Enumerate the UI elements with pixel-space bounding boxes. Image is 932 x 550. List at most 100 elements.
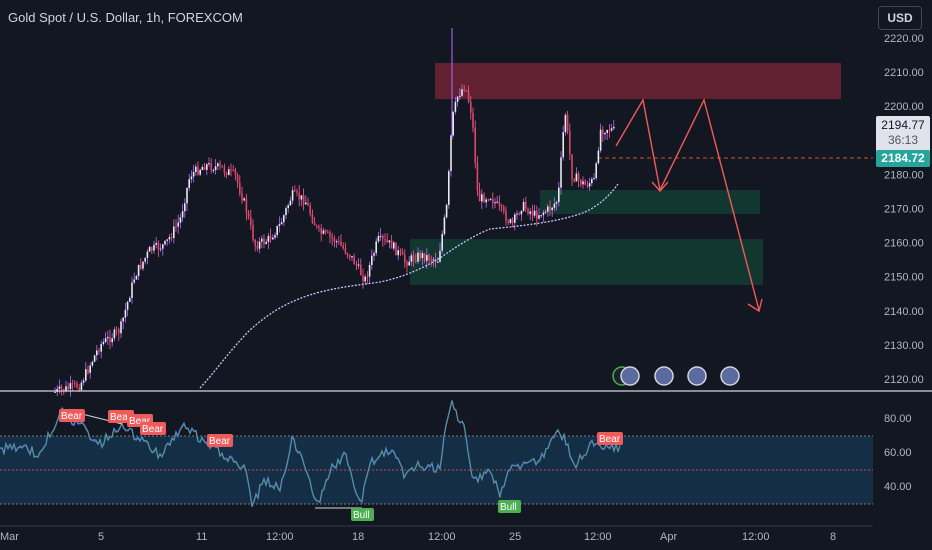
candle-body [450,135,452,172]
candle-body [232,169,234,171]
candle-body [228,169,230,176]
candle-body [265,241,267,244]
candle-body [78,387,80,391]
candle-body [558,187,560,203]
candle-body [258,241,261,249]
candle-body [373,253,375,256]
svg-text:Bear: Bear [142,424,164,435]
svg-text:Bear: Bear [129,416,151,427]
svg-text:Bear: Bear [599,434,621,445]
candle-body [439,250,441,262]
candle-body [124,309,127,318]
svg-text:Bear: Bear [110,412,132,423]
candle-body [203,167,206,170]
candle-body [82,380,85,383]
candle-body [533,210,536,216]
candle-body [353,256,355,265]
candle-body [104,338,107,342]
candle-body [522,201,525,211]
candle-body [76,383,78,388]
candle-body [140,264,142,269]
candle-body [404,254,406,263]
candle-body [272,237,274,240]
candle-body [333,238,336,242]
candle-body [553,203,556,208]
candle-body [58,386,61,389]
candle-body [175,226,177,228]
time-tick-label: 11 [196,531,207,543]
price-tick-label: 2160.00 [884,238,924,250]
candle-body [355,264,358,266]
candle-body [223,167,226,173]
candle-body [113,329,116,339]
candle-body [575,173,578,182]
candle-body [588,183,591,187]
economic-events[interactable] [612,366,740,386]
candle-body [547,206,549,212]
candle-body [428,255,430,261]
candle-body [489,198,492,200]
candle-body [500,205,503,208]
candle-body [181,211,184,218]
candle-body [115,329,118,331]
candle-body [131,282,133,299]
arrow-head-icon [651,181,669,193]
candle-body [102,341,105,345]
candle-body [54,391,56,393]
symbol-title[interactable]: Gold Spot / U.S. Dollar, 1h, FOREXCOM [8,10,243,25]
oscillator-tick-label: 40.00 [884,481,912,493]
candle-body [256,245,259,249]
arrow-head-icon [747,298,763,313]
candle-body [509,219,512,223]
candle-body [60,386,63,390]
candle-body [560,157,562,188]
candle-body [155,243,157,245]
event-flag-icon[interactable] [720,366,740,386]
candle-body [184,203,186,212]
candle-body [274,235,276,238]
bar-countdown: 36:13 [887,133,919,147]
candle-body [423,253,426,261]
candle-body [311,214,314,223]
candle-body [197,166,199,175]
candle-body [610,128,613,131]
candle-body [313,222,316,226]
candle-body [135,275,138,280]
bear-badge: Bear [59,409,85,422]
candle-body [91,361,94,366]
candle-body [375,241,377,254]
candle-body [179,217,182,223]
time-tick-label: Apr [660,531,677,543]
time-tick-label: 12:00 [584,531,612,543]
candle-body [67,386,69,389]
time-tick-label: Mar [0,531,19,543]
candle-body [335,241,338,243]
event-flag-icon[interactable] [687,366,707,386]
demand-zone-lower [410,239,763,285]
event-flag-icon[interactable] [654,366,674,386]
candle-body [410,255,413,262]
candle-body [285,208,287,216]
candle-body [415,260,417,262]
candle-body [580,179,582,185]
candle-body [452,111,454,136]
currency-button[interactable]: USD [878,6,922,30]
candle-body [485,199,487,203]
supply-zone [435,63,841,99]
last-price-label: 2194.77 36:13 [876,116,930,152]
time-axis[interactable]: Mar 5 11 12:00 18 12:00 25 12:00 Apr 12:00 8 [0,531,836,543]
candle-body [344,248,347,254]
price-tick-label: 2220.00 [884,33,924,45]
event-flag-icon[interactable] [620,366,640,386]
candle-body [525,201,527,209]
candle-body [540,215,542,217]
candle-body [463,89,465,91]
candle-body [100,344,102,352]
price-tick-label: 2180.00 [884,169,924,181]
candle-body [472,112,474,128]
candle-body [474,127,476,163]
candle-body [153,244,155,251]
candle-body [346,253,349,255]
candle-body [142,261,144,269]
